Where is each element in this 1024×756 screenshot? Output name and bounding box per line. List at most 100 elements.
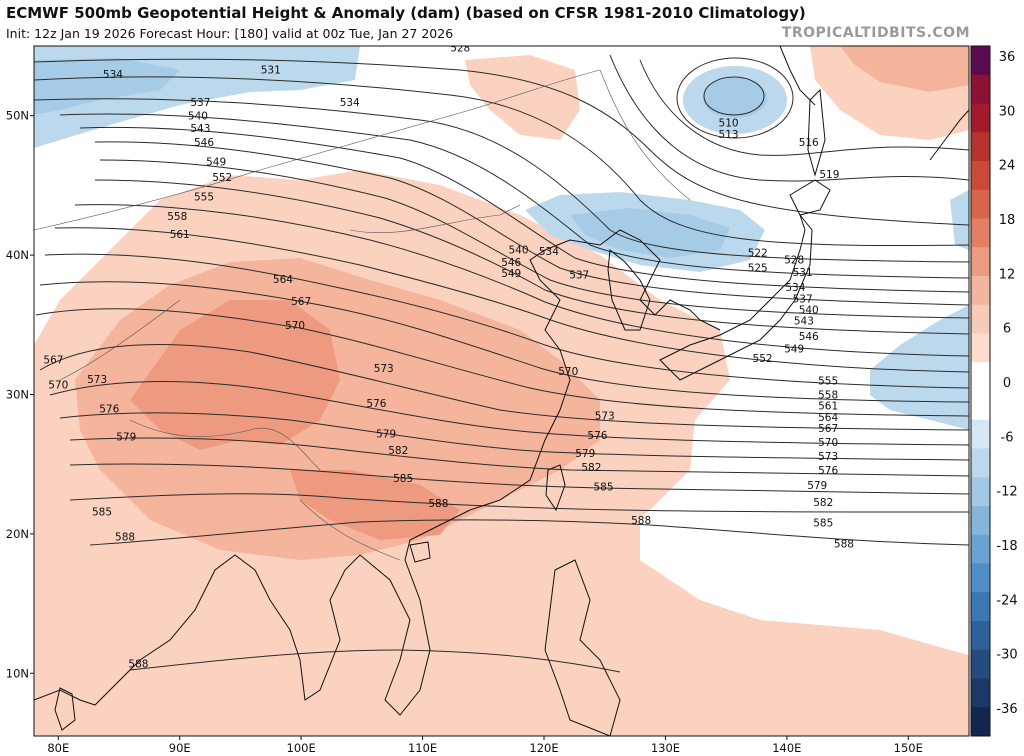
contour-label: 534 xyxy=(539,246,559,258)
colorbar-segment xyxy=(971,161,990,191)
contour-label: 588 xyxy=(115,532,135,544)
coastline-hainan xyxy=(409,541,431,563)
colorbar-segment xyxy=(971,103,990,133)
contour-label: 555 xyxy=(194,192,214,204)
colorbar-tick-label: -18 xyxy=(996,539,1017,554)
contour-label: 519 xyxy=(819,169,839,181)
height-contour xyxy=(639,59,969,156)
contour-label: 546 xyxy=(799,331,819,343)
contour-label: 537 xyxy=(793,293,813,305)
lon-tick-label: 120E xyxy=(529,741,558,755)
height-contour xyxy=(129,649,621,673)
contour-label: 540 xyxy=(799,304,819,316)
contour-label: 570 xyxy=(558,366,578,378)
contour-label: 585 xyxy=(593,481,613,493)
contour-label: 567 xyxy=(291,296,311,308)
contour-label: 567 xyxy=(818,423,838,435)
colorbar-segment xyxy=(971,649,990,679)
height-contour xyxy=(44,253,969,389)
positive-anomaly-peak xyxy=(130,300,340,450)
contour-label: 537 xyxy=(569,270,589,282)
contour-labels: 534 5315345375405435465495525555585615645… xyxy=(43,42,854,671)
coastline-philippines xyxy=(544,559,621,736)
lon-tick-label: 110E xyxy=(408,741,437,755)
positive-anomaly-north xyxy=(465,55,580,140)
contour-label: 531 xyxy=(261,65,281,77)
colorbar-tick-label: -24 xyxy=(996,593,1017,608)
colorbar-segment xyxy=(971,621,990,651)
contour-label: 573 xyxy=(595,410,615,422)
contour-label: 534 xyxy=(103,69,123,81)
negative-anomaly-low xyxy=(703,78,767,118)
chart-title: ECMWF 500mb Geopotential Height & Anomal… xyxy=(6,4,806,22)
contour-label: 561 xyxy=(818,401,838,413)
height-contours xyxy=(34,54,969,673)
borders xyxy=(34,69,691,561)
contour-label: 579 xyxy=(807,480,827,492)
border-line xyxy=(349,204,521,233)
colorbar-segment xyxy=(971,247,990,277)
colorbar-segment xyxy=(971,592,990,622)
contour-label: 576 xyxy=(366,398,386,410)
contour-label: 567 xyxy=(43,355,63,367)
colorbar-segment xyxy=(971,448,990,478)
colorbar-segment xyxy=(971,678,990,708)
border-line xyxy=(59,299,181,381)
height-contour xyxy=(74,204,969,357)
contour-label: 585 xyxy=(813,518,833,530)
contour-label: 585 xyxy=(92,507,112,519)
colorbar-tick-label: -12 xyxy=(996,485,1017,500)
lon-tick-label: 150E xyxy=(894,741,923,755)
source-credit[interactable]: TROPICALTIDBITS.COM xyxy=(781,25,970,41)
contour-label: 576 xyxy=(99,403,119,415)
colorbar-tick-label: 24 xyxy=(999,159,1016,174)
colorbar-tick-label: 6 xyxy=(1003,322,1011,337)
contour-label: 513 xyxy=(719,129,739,141)
height-contour xyxy=(69,463,969,495)
colorbar-segment xyxy=(971,506,990,536)
contour-label: 549 xyxy=(784,343,804,355)
height-contour xyxy=(34,76,969,247)
contour-label: 528 xyxy=(450,42,470,54)
coastline-taiwan xyxy=(545,464,566,512)
height-contour xyxy=(79,126,969,293)
closed-low-contour xyxy=(676,57,794,139)
contour-label: 537 xyxy=(190,97,210,109)
contour-label: 588 xyxy=(631,515,651,527)
colorbar-segment xyxy=(971,563,990,593)
border-line xyxy=(599,69,691,201)
colorbar-tick-label: 30 xyxy=(999,104,1016,119)
height-contour xyxy=(54,227,969,373)
contour-label: 552 xyxy=(212,172,232,184)
colorbar-segment xyxy=(971,132,990,162)
contour-label: 582 xyxy=(813,497,833,509)
lon-tick-label: 130E xyxy=(651,741,680,755)
colorbar-segment xyxy=(971,46,990,76)
lon-tick-label: 90E xyxy=(169,741,191,755)
colorbar-tick-label: 18 xyxy=(999,213,1016,228)
colorbar-frame xyxy=(970,45,991,737)
colorbar-segment xyxy=(971,304,990,334)
height-contour xyxy=(94,141,969,306)
colorbar-tick-label: 36 xyxy=(999,50,1016,65)
lat-tick-label: 40N xyxy=(6,248,29,262)
height-contour xyxy=(49,381,969,446)
lat-tick-label: 20N xyxy=(6,527,29,541)
height-contour xyxy=(89,519,969,546)
coastlines xyxy=(34,46,969,736)
contour-label: 561 xyxy=(170,229,190,241)
negative-anomaly-korea xyxy=(570,208,730,258)
contour-label: 570 xyxy=(818,437,838,449)
contour-label: 543 xyxy=(794,316,814,328)
map-frame xyxy=(33,45,970,737)
coastline-mainland xyxy=(34,229,721,716)
colorbar-segment xyxy=(971,333,990,363)
positive-anomaly-northeast xyxy=(840,46,969,92)
colorbar-tick-label: -36 xyxy=(996,702,1017,717)
contour-label: 576 xyxy=(818,465,838,477)
height-contour xyxy=(59,113,969,279)
colorbar-tick-label: 0 xyxy=(1003,376,1011,391)
contour-label: 525 xyxy=(748,263,768,275)
coastline-kamchatka xyxy=(929,109,969,161)
